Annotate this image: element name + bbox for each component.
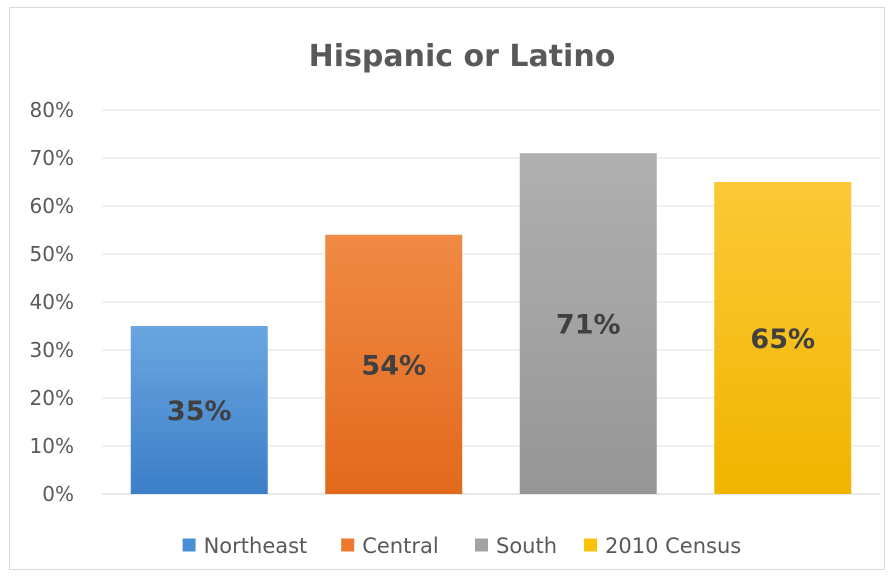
y-tick-label: 10%	[30, 434, 74, 458]
data-label: 54%	[361, 350, 426, 381]
y-tick-label: 70%	[30, 146, 74, 170]
legend-label: 2010 Census	[605, 534, 741, 558]
legend-swatch	[182, 538, 196, 552]
bars	[130, 153, 852, 495]
legend: Northeast Central South 2010 Census	[182, 534, 741, 558]
y-tick-label: 40%	[30, 290, 74, 314]
bar-south	[519, 153, 657, 494]
legend-swatch	[584, 538, 597, 552]
data-label: 71%	[556, 310, 621, 341]
legend-label: Northeast	[204, 534, 308, 558]
data-labels: 35% 54% 71% 65%	[167, 310, 815, 427]
y-tick-label: 80%	[30, 98, 74, 122]
legend-label: Central	[362, 534, 438, 558]
chart-frame: Hispanic or Latino 0% 10% 20% 30% 40% 50% 60% 7…	[9, 7, 885, 570]
bar-central	[325, 234, 463, 495]
bar-northeast	[130, 326, 268, 494]
y-tick-label: 30%	[30, 338, 74, 362]
chart-title: Hispanic or Latino	[309, 39, 616, 74]
bar-chart: Hispanic or Latino 0% 10% 20% 30% 40% 50% 60% 7…	[30, 39, 880, 558]
y-tick-label: 60%	[30, 194, 74, 218]
legend-swatch	[341, 538, 355, 552]
y-tick-label: 20%	[30, 386, 74, 410]
data-label: 35%	[167, 396, 232, 427]
y-tick-label: 50%	[30, 242, 74, 266]
y-axis-tick-labels: 0% 10% 20% 30% 40% 50% 60% 70% 80%	[30, 98, 74, 506]
legend-label: South	[496, 534, 557, 558]
y-tick-label: 0%	[42, 482, 74, 506]
legend-swatch	[475, 538, 488, 552]
data-label: 65%	[750, 324, 815, 355]
bar-2010-census	[714, 182, 852, 494]
